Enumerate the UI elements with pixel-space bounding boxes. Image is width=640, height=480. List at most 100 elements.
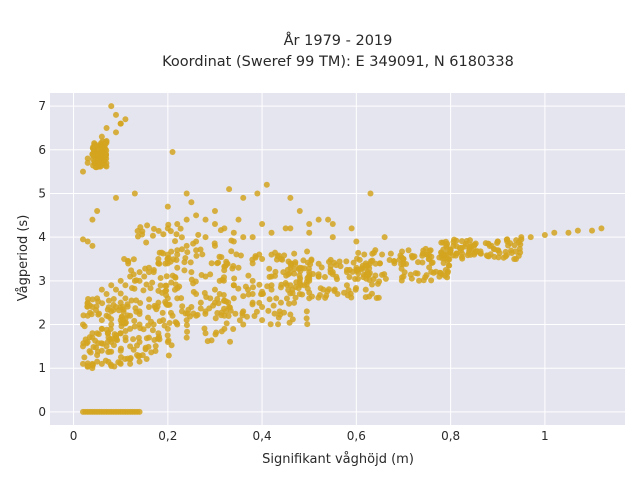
data-point [272, 268, 279, 275]
data-point [517, 249, 524, 256]
data-point [193, 312, 200, 319]
data-point [173, 231, 180, 238]
data-point [208, 337, 215, 344]
data-point [551, 229, 558, 236]
data-point [287, 225, 294, 232]
data-point [124, 303, 131, 310]
data-point [117, 120, 124, 127]
data-point [94, 142, 101, 149]
data-point [240, 293, 247, 300]
data-point [127, 325, 134, 332]
data-point [84, 155, 91, 162]
data-point [296, 277, 303, 284]
data-point [112, 194, 119, 201]
data-point [368, 281, 375, 288]
data-point [240, 308, 247, 315]
data-point [122, 282, 129, 289]
data-point [291, 266, 298, 273]
data-point [304, 248, 311, 255]
data-point [79, 360, 86, 367]
data-point [79, 321, 86, 328]
data-point [249, 299, 256, 306]
data-point [131, 190, 138, 197]
data-point [108, 339, 115, 345]
data-point [237, 252, 244, 259]
y-tick-label: 2 [38, 318, 46, 332]
data-point [230, 282, 237, 289]
data-point [306, 273, 313, 280]
data-point [145, 343, 152, 350]
data-point [197, 299, 204, 306]
data-point [376, 278, 383, 285]
data-point [115, 408, 122, 415]
data-point [147, 285, 154, 292]
data-point [325, 216, 332, 223]
data-point [213, 329, 220, 336]
data-point [227, 338, 234, 345]
data-point [271, 310, 278, 317]
data-point [303, 308, 310, 315]
data-point [208, 260, 215, 267]
data-point [174, 264, 181, 271]
data-point [244, 286, 251, 293]
data-point [164, 325, 171, 332]
data-point [82, 408, 89, 415]
data-point [282, 280, 289, 287]
y-tick-label: 1 [38, 361, 46, 375]
data-point [459, 255, 466, 262]
data-point [216, 277, 223, 284]
data-point [149, 327, 156, 334]
data-point [202, 234, 209, 241]
data-point [94, 330, 101, 337]
data-point [117, 360, 124, 367]
data-point [235, 216, 242, 223]
data-point [122, 327, 129, 334]
data-point [143, 355, 150, 362]
data-point [184, 249, 191, 256]
data-point [296, 290, 303, 297]
data-point [122, 116, 129, 123]
data-point [457, 245, 464, 252]
x-tick-label: 0,6 [347, 429, 366, 443]
data-point [400, 256, 407, 262]
data-point [249, 234, 256, 241]
data-point [108, 103, 115, 110]
data-point [155, 299, 162, 306]
data-point [207, 271, 214, 278]
data-point [122, 295, 129, 302]
data-point [379, 271, 386, 278]
data-point [236, 317, 243, 324]
data-point [89, 304, 96, 311]
data-point [275, 321, 282, 328]
data-point [450, 242, 457, 249]
data-point [153, 306, 160, 313]
data-point [158, 249, 165, 256]
data-point [282, 225, 289, 232]
data-point [118, 323, 125, 330]
data-point [172, 238, 179, 245]
data-point [277, 284, 284, 291]
data-point [292, 259, 299, 266]
data-point [464, 252, 471, 259]
data-point [139, 231, 146, 238]
data-point [437, 269, 444, 276]
data-point [306, 269, 313, 276]
data-point [268, 286, 275, 293]
y-tick-label: 4 [38, 230, 46, 244]
data-point [343, 266, 350, 273]
data-point [98, 317, 105, 324]
data-point [381, 234, 388, 241]
data-point [193, 238, 200, 245]
data-point [350, 259, 357, 266]
data-point [215, 259, 222, 266]
data-point [477, 248, 484, 255]
data-point [212, 315, 219, 322]
data-point [129, 408, 136, 415]
data-point [178, 308, 185, 315]
data-point [108, 363, 115, 370]
data-point [240, 321, 247, 328]
data-point [221, 297, 228, 304]
data-point [89, 296, 96, 303]
data-point [268, 282, 275, 289]
